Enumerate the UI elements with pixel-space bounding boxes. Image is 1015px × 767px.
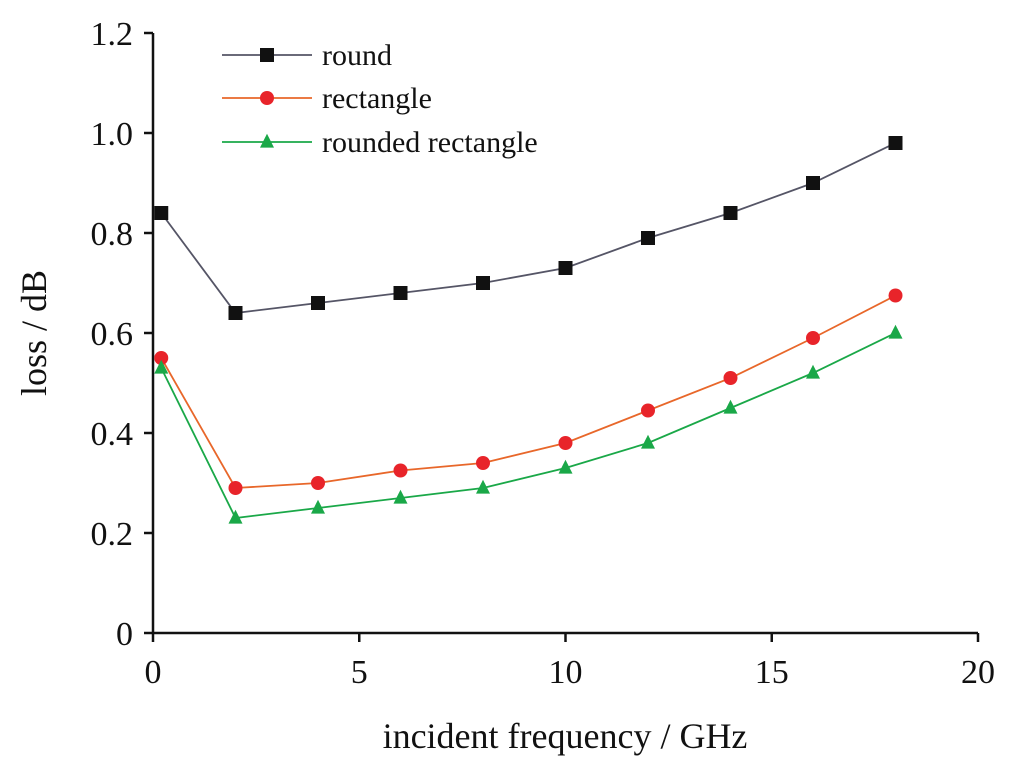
y-tick-label: 0.6 xyxy=(91,316,134,353)
data-point-rounded-rectangle xyxy=(723,399,738,414)
data-point-rectangle xyxy=(154,351,169,365)
data-point-round xyxy=(558,261,573,275)
series-rectangle xyxy=(154,288,903,495)
legend-label-round: round xyxy=(322,39,392,72)
series-rounded-rectangle xyxy=(154,324,903,524)
y-tick-label: 1.2 xyxy=(91,16,134,53)
x-tick-label: 10 xyxy=(549,654,583,691)
data-point-round xyxy=(311,296,325,310)
y-tick-label: 0.2 xyxy=(91,516,134,553)
legend-label-rectangle: rectangle xyxy=(322,82,432,115)
data-point-round xyxy=(154,206,169,220)
y-axis-title: loss / dB xyxy=(14,270,54,396)
y-tick-label: 0.4 xyxy=(91,416,134,453)
legend-entry-rounded-rectangle: rounded rectangle xyxy=(222,126,538,159)
data-point-round xyxy=(476,276,490,290)
legend: round rectangle rounded rectangle xyxy=(222,39,538,159)
data-point-rectangle xyxy=(476,456,490,470)
data-point-round xyxy=(641,231,655,245)
series-layer xyxy=(154,136,903,524)
data-point-rounded-rectangle xyxy=(806,364,820,379)
data-point-rounded-rectangle xyxy=(154,359,169,374)
legend-marker-rectangle xyxy=(260,91,274,105)
data-point-rectangle xyxy=(888,288,903,303)
data-point-round xyxy=(723,206,738,220)
data-point-rectangle xyxy=(641,403,655,418)
x-tick-label: 20 xyxy=(961,654,995,691)
legend-label-rounded-rectangle: rounded rectangle xyxy=(322,126,538,159)
data-point-rectangle xyxy=(723,371,738,385)
axes: 0 5 10 15 20 0 0.2 0.4 0.6 0.8 1.0 1.2 xyxy=(91,16,996,691)
x-tick-label: 5 xyxy=(351,654,368,691)
data-point-rounded-rectangle xyxy=(888,324,903,339)
data-point-round xyxy=(888,136,903,150)
data-point-rounded-rectangle xyxy=(476,479,490,494)
legend-entry-rectangle: rectangle xyxy=(222,82,432,115)
y-tick-label: 1.0 xyxy=(91,116,134,153)
data-point-round xyxy=(228,306,243,320)
data-point-round xyxy=(806,176,820,190)
series-line-round xyxy=(160,142,896,314)
data-point-rectangle xyxy=(311,476,325,490)
data-point-rounded-rectangle xyxy=(228,509,243,524)
series-line-rectangle xyxy=(160,294,896,489)
series-line-rounded-rectangle xyxy=(160,332,896,519)
data-point-rectangle xyxy=(558,436,573,450)
legend-marker-round xyxy=(260,48,274,62)
x-axis-title: incident frequency / GHz xyxy=(383,716,748,756)
data-point-rounded-rectangle xyxy=(393,489,408,504)
legend-marker-rounded-rectangle xyxy=(260,133,274,148)
data-point-rectangle xyxy=(806,331,820,345)
data-point-rounded-rectangle xyxy=(641,434,655,449)
data-point-rectangle xyxy=(228,481,243,495)
data-point-round xyxy=(393,286,408,300)
data-point-rectangle xyxy=(393,463,408,478)
data-point-rounded-rectangle xyxy=(558,459,573,474)
x-tick-label: 0 xyxy=(145,654,162,691)
legend-entry-round: round xyxy=(222,39,392,72)
data-point-rounded-rectangle xyxy=(311,499,325,514)
y-tick-label: 0 xyxy=(116,616,133,653)
x-tick-label: 15 xyxy=(755,654,789,691)
series-round xyxy=(154,136,903,320)
y-tick-label: 0.8 xyxy=(91,216,134,253)
